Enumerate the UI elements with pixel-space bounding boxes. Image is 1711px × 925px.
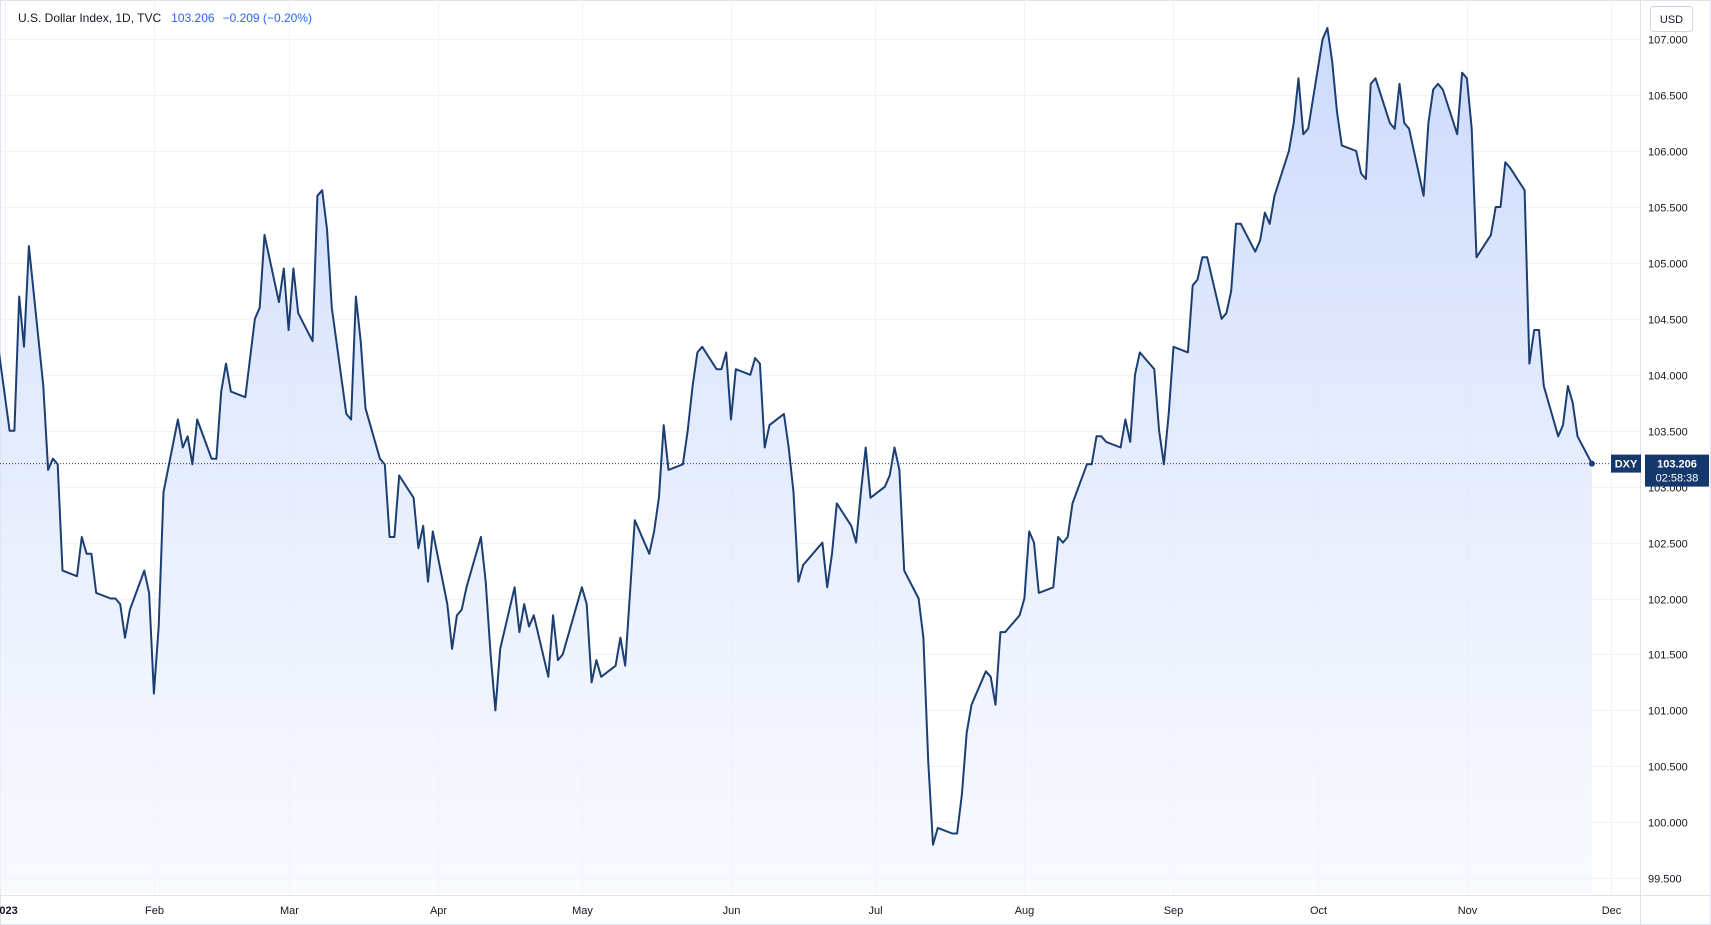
legend-last-value: 103.206 [171,11,215,25]
y-tick-label: 102.000 [1648,595,1688,607]
series-line[interactable] [0,27,1593,846]
price-tag-countdown: 02:58:38 [1656,473,1699,485]
symbol-tag: DXY [1615,459,1638,471]
x-tick-label: Sep [1164,905,1184,917]
series-area-fill [0,28,1592,893]
y-tick-label: 99.500 [1648,874,1682,886]
legend-change-value: −0.209 (−0.20%) [223,11,312,25]
x-tick-label: Feb [145,905,164,917]
y-tick-label: 101.000 [1648,706,1688,718]
symbol-tag-bg [1611,454,1641,473]
y-tick-label: 102.500 [1648,539,1688,551]
y-tick-label: 100.500 [1648,762,1688,774]
x-tick-label: Dec [1602,905,1622,917]
currency-button[interactable]: USD [1650,6,1693,32]
y-tick-label: 107.000 [1648,35,1688,47]
y-tick-label: 103.500 [1648,427,1688,439]
x-tick-label: Jul [868,905,882,917]
y-tick-label: 106.500 [1648,91,1688,103]
x-tick-label: Aug [1015,905,1035,917]
last-price-line-layer [0,460,1640,467]
y-tick-label: 106.000 [1648,147,1688,159]
time-axis[interactable]: 2023 Feb Mar Apr May Jun Jul Aug Sep Oct Nov Dec [0,905,1622,917]
x-tick-label: Jun [723,905,741,917]
x-tick-label: Nov [1458,905,1478,917]
last-price-tag: DXY 103.206 02:58:38 [1611,454,1709,487]
legend[interactable]: U.S. Dollar Index, 1D, TVC 103.206 −0.20… [18,11,312,25]
y-tick-label: 104.000 [1648,371,1688,383]
last-point-dot [1588,460,1595,467]
x-tick-label: May [572,905,593,917]
y-tick-label: 105.500 [1648,203,1688,215]
price-tag-bg [1645,454,1709,487]
price-tag-value: 103.206 [1657,459,1697,471]
area-layer [0,27,1593,893]
currency-button-label: USD [1660,14,1683,26]
y-tick-label: 105.000 [1648,259,1688,271]
y-tick-label: 104.500 [1648,315,1688,327]
x-tick-label: Oct [1310,905,1327,917]
y-tick-label: 100.000 [1648,818,1688,830]
y-tick-label: 101.500 [1648,650,1688,662]
x-tick-label: 2023 [0,905,18,917]
legend-title: U.S. Dollar Index, 1D, TVC [18,11,161,25]
x-tick-label: Apr [430,905,447,917]
x-tick-label: Mar [280,905,299,917]
